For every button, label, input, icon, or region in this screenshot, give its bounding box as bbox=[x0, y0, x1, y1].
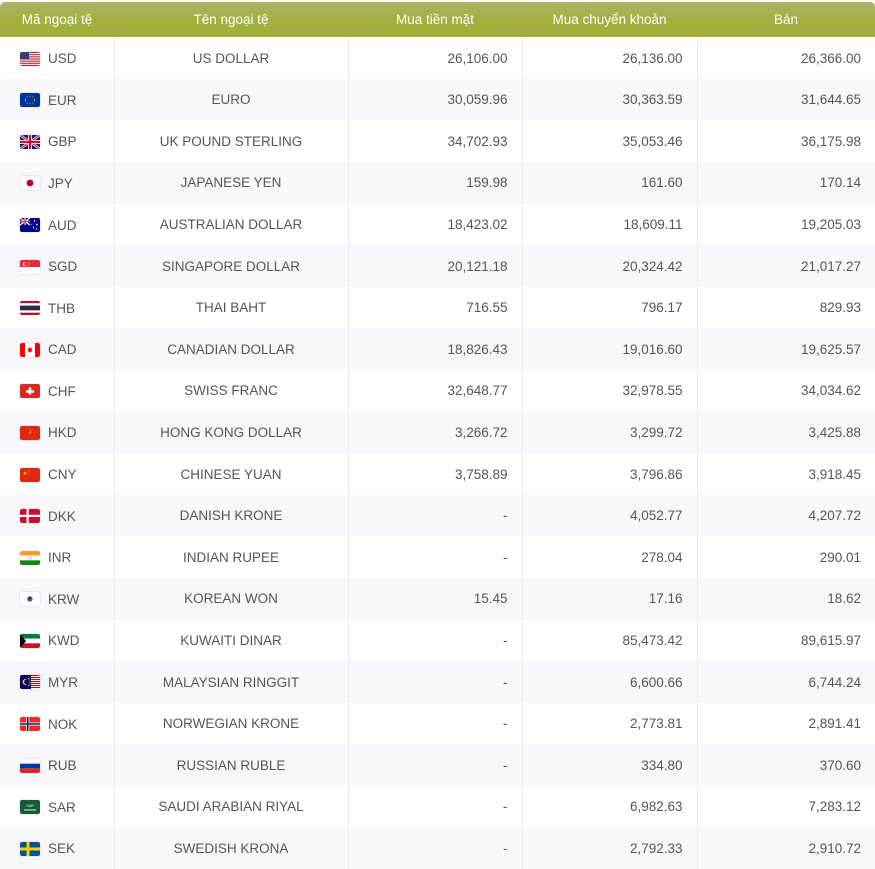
svg-text:SAR: SAR bbox=[26, 804, 34, 808]
